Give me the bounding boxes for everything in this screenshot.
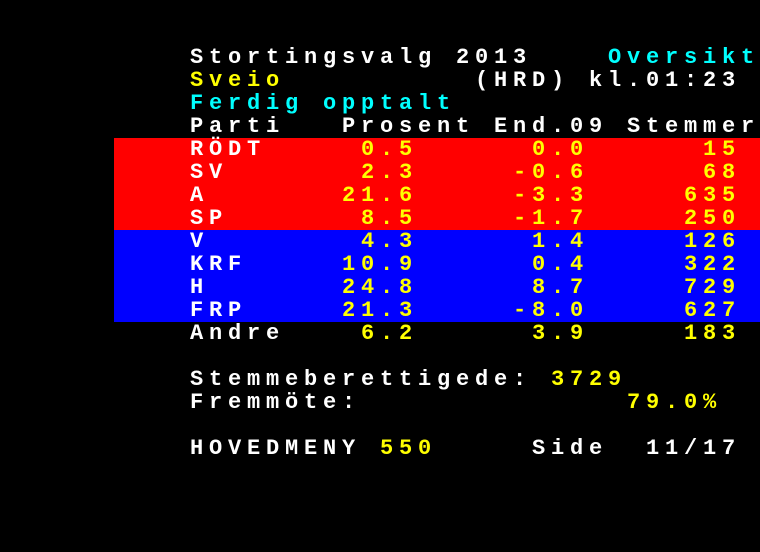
row-votes: 15 (703, 137, 742, 162)
row-change: -3.3 (513, 183, 590, 208)
row-change: 1.4 (532, 229, 590, 254)
row-change: 8.7 (532, 275, 590, 300)
time: kl.01:23 (589, 68, 742, 93)
row-percent: 4.3 (361, 229, 419, 254)
page-number: 11/17 (646, 436, 742, 461)
row-party: V (190, 229, 210, 254)
row-percent: 21.3 (342, 298, 419, 323)
row-change: -1.7 (513, 206, 590, 231)
row-change: -0.6 (513, 160, 590, 185)
row-votes: 729 (684, 275, 742, 300)
blue-bloc-band (114, 230, 760, 322)
row-votes: 322 (684, 252, 742, 277)
row-votes: 68 (703, 160, 742, 185)
row-votes: 126 (684, 229, 742, 254)
row-party: FRP (190, 298, 248, 323)
row-party: A (190, 183, 210, 208)
column-header-votes: Stemmer (627, 114, 760, 139)
column-header-percent: Prosent (342, 114, 476, 139)
row-party: SV (190, 160, 229, 185)
row-party: H (190, 275, 210, 300)
red-bloc-band (114, 138, 760, 230)
column-header-change: End.09 (494, 114, 609, 139)
row-percent: 21.6 (342, 183, 419, 208)
row-party: RÖDT (190, 137, 267, 162)
turnout-value: 79.0% (627, 390, 723, 415)
row-votes: 635 (684, 183, 742, 208)
row-percent: 6.2 (361, 321, 419, 346)
column-header-party: Parti (190, 114, 286, 139)
row-percent: 2.3 (361, 160, 419, 185)
row-votes: 627 (684, 298, 742, 323)
row-percent: 8.5 (361, 206, 419, 231)
row-votes: 250 (684, 206, 742, 231)
row-change: 0.4 (532, 252, 590, 277)
count-status: Ferdig opptalt (190, 91, 457, 116)
row-change: 3.9 (532, 321, 590, 346)
region-code: (HRD) (475, 68, 571, 93)
row-party: Andre (190, 321, 286, 346)
row-change: -8.0 (513, 298, 590, 323)
page-title: Stortingsvalg 2013 (190, 45, 533, 70)
eligible-label: Stemmeberettigede: (190, 367, 533, 392)
row-votes: 183 (684, 321, 742, 346)
row-party: KRF (190, 252, 248, 277)
section-label: Oversikt (608, 45, 760, 70)
main-menu-link[interactable]: HOVEDMENY (190, 436, 362, 461)
row-percent: 10.9 (342, 252, 419, 277)
eligible-value: 3729 (551, 367, 628, 392)
location: Sveio (190, 68, 286, 93)
row-change: 0.0 (532, 137, 590, 162)
row-percent: 0.5 (361, 137, 419, 162)
main-menu-page[interactable]: 550 (380, 436, 438, 461)
row-party: SP (190, 206, 229, 231)
row-percent: 24.8 (342, 275, 419, 300)
page-label: Side (532, 436, 609, 461)
turnout-label: Fremmöte: (190, 390, 362, 415)
